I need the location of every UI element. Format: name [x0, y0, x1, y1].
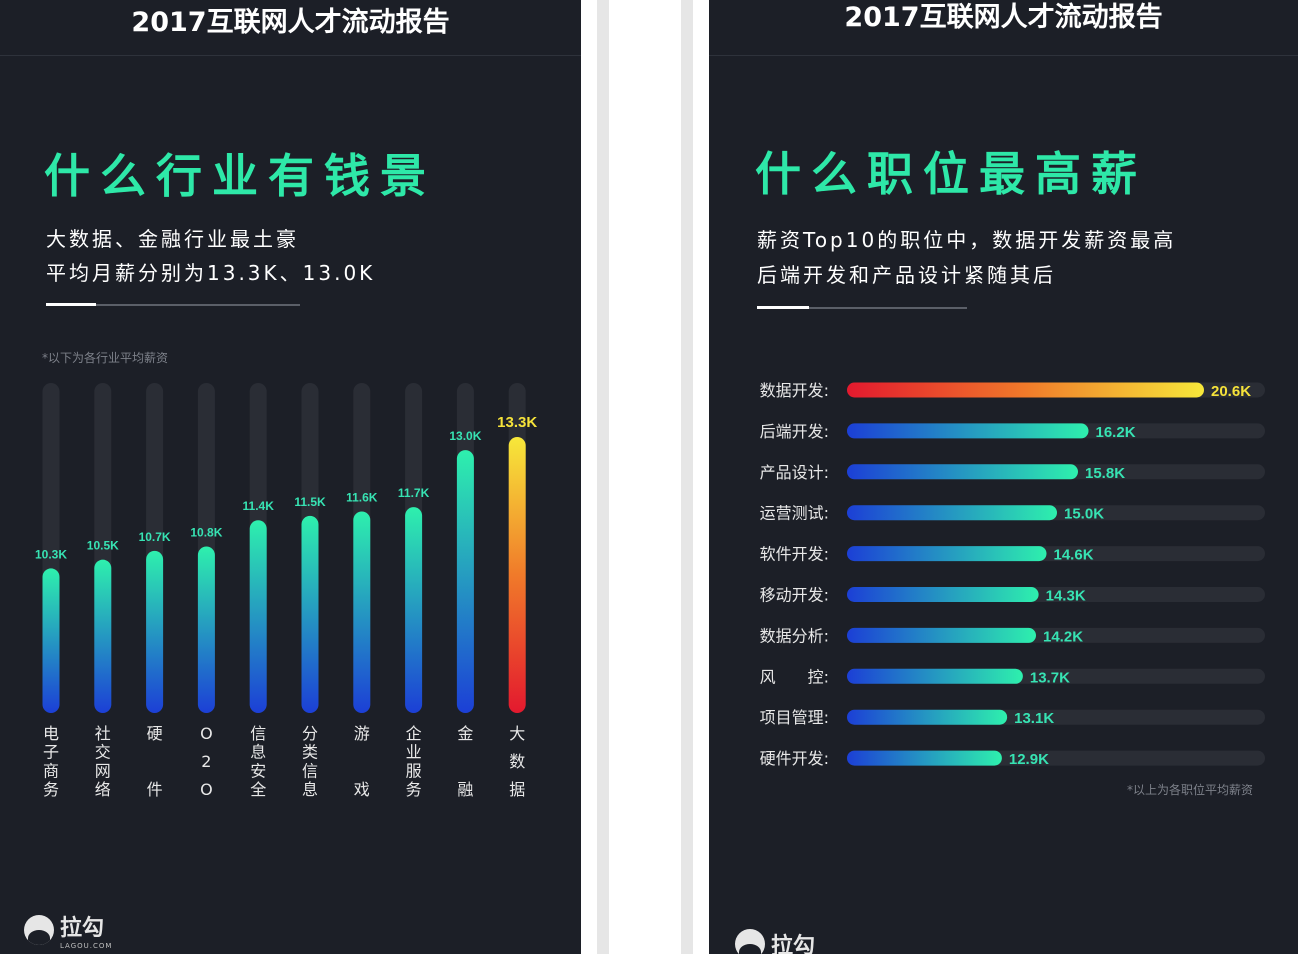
gap-divider	[681, 0, 693, 954]
bar-value-label: 13.1K	[1014, 710, 1054, 727]
logo-subtext: LAGOU.COM	[60, 942, 113, 950]
bar-value-label: 13.3K	[497, 414, 537, 431]
category-label: 游戏	[354, 724, 370, 799]
bar	[456, 450, 474, 713]
page-title: 什么行业有钱景	[44, 149, 436, 203]
category-label: 硬件开发:	[760, 749, 829, 768]
category-label: 信息安全	[250, 724, 266, 799]
bar	[508, 437, 526, 713]
position-salary-panel: 2017互联网人才流动报告 什么职位最高薪 薪资Top10的职位中，数据开发薪资…	[709, 0, 1298, 954]
bar-value-label: 10.5K	[87, 539, 119, 553]
logo-text: 拉勾	[60, 916, 105, 941]
bar-value-label: 11.6K	[346, 490, 378, 504]
title-underline-accent	[757, 306, 809, 309]
category-label: 软件开发:	[760, 545, 829, 564]
bar-value-label: 13.7K	[1030, 669, 1070, 686]
bar	[847, 546, 1047, 562]
logo-text: 拉勾	[771, 934, 816, 954]
category-label: 数据分析:	[760, 626, 829, 645]
category-label: 金融	[457, 724, 473, 799]
bar-value-label: 10.3K	[35, 547, 67, 561]
category-label: 移动开发:	[760, 586, 829, 605]
bar-value-label: 20.6K	[1211, 383, 1251, 400]
category-label: 运营测试:	[760, 504, 829, 523]
panel-gap	[581, 0, 709, 954]
category-label: 电子商务	[43, 724, 59, 799]
bar	[94, 559, 112, 713]
bar	[847, 505, 1057, 521]
subtitle-line-1: 大数据、金融行业最土豪	[46, 227, 299, 251]
bar-value-label: 12.9K	[1009, 751, 1049, 768]
bar-value-label: 16.2K	[1096, 424, 1136, 441]
bar	[847, 423, 1089, 439]
category-label: 分类信息	[302, 724, 318, 799]
report-header: 2017互联网人才流动报告	[709, 0, 1298, 56]
bar	[353, 511, 371, 713]
category-label: 风 控:	[760, 667, 829, 686]
category-label: 大数据	[509, 724, 525, 799]
category-label: 产品设计:	[760, 463, 829, 482]
category-label: 数据开发:	[760, 381, 829, 400]
bar	[405, 507, 423, 713]
subtitle-line-2: 平均月薪分别为13.3K、13.0K	[46, 261, 376, 285]
chart-note: *以上为各职位平均薪资	[1127, 783, 1254, 797]
bar	[249, 520, 267, 713]
title-underline	[757, 307, 967, 309]
bar	[847, 382, 1204, 398]
chart-note: *以下为各行业平均薪资	[42, 351, 169, 365]
bar-value-label: 11.4K	[243, 499, 275, 513]
bar	[42, 568, 60, 713]
bar	[146, 550, 164, 713]
title-underline	[46, 304, 300, 306]
lagou-logo: 拉勾 LAGOU.COM	[24, 910, 112, 950]
lagou-logo-icon	[735, 929, 765, 954]
bar	[847, 668, 1023, 684]
category-label: 项目管理:	[760, 708, 829, 727]
title-underline-accent	[46, 303, 96, 306]
bar-value-label: 13.0K	[449, 429, 481, 443]
bar-value-label: 10.7K	[139, 530, 171, 544]
subtitle-line-1: 薪资Top10的职位中，数据开发薪资最高	[757, 228, 1177, 252]
bar-value-label: 14.3K	[1046, 588, 1086, 605]
bar	[197, 546, 215, 713]
bar	[847, 750, 1002, 766]
bar-value-label: 14.6K	[1054, 547, 1094, 564]
position-salary-chart: 数据开发: 20.6K 后端开发: 16.2K 产品设计: 15.8K 运营测试: 15.0K…	[760, 381, 1265, 768]
category-label: 社交网络	[95, 724, 111, 799]
bar	[847, 709, 1008, 725]
lagou-logo-icon	[24, 915, 54, 945]
industry-salary-panel: 2017互联网人才流动报告 什么行业有钱景 大数据、金融行业最土豪 平均月薪分别…	[0, 0, 581, 954]
gap-divider	[597, 0, 609, 954]
bar	[847, 464, 1078, 480]
page-title: 什么职位最高薪	[755, 147, 1147, 201]
industry-salary-chart: 10.3K 电子商务 10.5K 社交网络 10.7K 硬件 10.8K O 2 O 11.4K 信息…	[35, 383, 537, 799]
bar-value-label: 11.7K	[398, 486, 430, 500]
bar-value-label: 15.8K	[1085, 465, 1125, 482]
bar-value-label: 10.8K	[190, 526, 222, 540]
bar	[847, 627, 1036, 643]
category-label: 企业服务	[406, 724, 422, 799]
bar	[301, 515, 319, 713]
bar-value-label: 11.5K	[294, 495, 326, 509]
bar-value-label: 14.2K	[1043, 628, 1083, 645]
bar-value-label: 15.0K	[1064, 506, 1104, 523]
category-label: 后端开发:	[760, 422, 829, 441]
subtitle-line-2: 后端开发和产品设计紧随其后	[757, 263, 1056, 287]
report-header: 2017互联网人才流动报告	[0, 0, 581, 56]
category-label: 硬件	[147, 724, 163, 799]
lagou-logo: 拉勾	[735, 928, 815, 954]
bar	[847, 587, 1039, 602]
